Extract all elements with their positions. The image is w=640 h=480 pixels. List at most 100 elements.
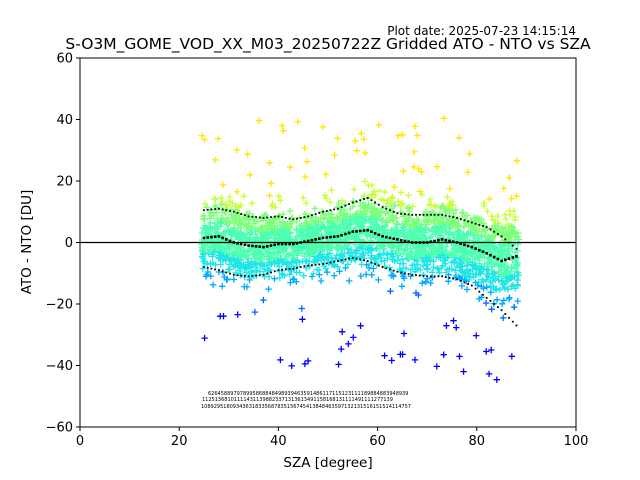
scatter-point bbox=[411, 148, 418, 156]
scatter-point bbox=[333, 214, 341, 221]
std-upper-marker bbox=[463, 219, 466, 222]
std-lower-marker bbox=[437, 275, 440, 278]
scatter-point bbox=[413, 224, 420, 231]
scatter-point bbox=[356, 210, 364, 217]
scatter-point bbox=[490, 245, 497, 252]
scatter-point bbox=[407, 223, 415, 230]
std-lower-marker bbox=[470, 284, 473, 287]
scatter-point bbox=[442, 269, 450, 276]
scatter-point bbox=[361, 238, 368, 245]
scatter-point bbox=[381, 257, 388, 264]
scatter-point bbox=[427, 233, 435, 240]
count-row-3: 1089295180934363183356878351567454138484… bbox=[201, 404, 411, 410]
scatter-point bbox=[391, 201, 398, 209]
scatter-point bbox=[297, 226, 304, 233]
scatter-point bbox=[502, 215, 509, 223]
std-upper-marker bbox=[225, 209, 228, 212]
mean-marker bbox=[444, 238, 448, 242]
scatter-point bbox=[426, 216, 433, 223]
scatter-point bbox=[311, 205, 318, 212]
scatter-point bbox=[302, 258, 309, 265]
std-upper-marker bbox=[470, 221, 473, 224]
scatter-point bbox=[320, 255, 327, 262]
scatter-point bbox=[514, 297, 521, 305]
scatter-point bbox=[219, 283, 226, 290]
scatter-point bbox=[410, 240, 418, 248]
scatter-point bbox=[488, 224, 495, 232]
std-upper-marker bbox=[292, 218, 295, 221]
scatter-point bbox=[433, 226, 440, 233]
scatter-point bbox=[358, 217, 366, 224]
scatter-point bbox=[344, 261, 351, 268]
scatter-point bbox=[322, 265, 329, 272]
y-tick-label: −60 bbox=[46, 421, 73, 436]
scatter-point bbox=[503, 269, 510, 276]
scatter-point bbox=[252, 268, 260, 276]
scatter-point bbox=[491, 285, 499, 292]
scatter-point bbox=[380, 216, 387, 224]
scatter-point bbox=[234, 227, 241, 235]
scatter-point bbox=[452, 267, 459, 274]
scatter-point bbox=[466, 150, 473, 157]
scatter-point bbox=[322, 211, 329, 219]
mean-marker bbox=[306, 239, 310, 243]
scatter-point bbox=[287, 259, 295, 266]
scatter-point bbox=[303, 219, 310, 226]
mean-marker bbox=[422, 241, 425, 244]
scatter-point bbox=[471, 255, 478, 263]
scatter-point bbox=[314, 225, 322, 232]
std-upper-marker bbox=[515, 247, 518, 250]
scatter-point bbox=[381, 188, 389, 196]
scatter-point bbox=[218, 194, 225, 201]
scatter-point bbox=[288, 218, 296, 225]
mean-marker bbox=[433, 239, 436, 243]
scatter-point bbox=[434, 163, 441, 170]
scatter-point bbox=[264, 232, 271, 239]
scatter-point bbox=[398, 283, 406, 290]
scatter-point bbox=[381, 352, 388, 359]
scatter-point bbox=[334, 135, 341, 142]
mean-marker bbox=[481, 250, 485, 253]
std-lower-marker bbox=[474, 287, 477, 290]
scatter-point bbox=[244, 259, 252, 266]
scatter-point bbox=[213, 204, 220, 211]
scatter-point bbox=[454, 246, 461, 254]
scatter-point bbox=[391, 224, 399, 232]
scatter-point bbox=[452, 274, 459, 281]
scatter-point bbox=[375, 121, 382, 129]
std-lower-marker bbox=[203, 266, 205, 268]
scatter-point bbox=[514, 247, 521, 255]
scatter-point bbox=[265, 286, 272, 293]
std-lower-marker bbox=[221, 270, 224, 273]
scatter-point bbox=[396, 266, 403, 273]
scatter-point bbox=[225, 227, 232, 235]
std-lower-marker bbox=[296, 267, 298, 269]
scatter-point bbox=[368, 212, 375, 220]
scatter-point bbox=[220, 229, 227, 237]
scatter-point bbox=[286, 224, 293, 231]
std-upper-marker bbox=[355, 200, 358, 203]
mean-marker bbox=[210, 235, 213, 239]
std-upper-marker bbox=[381, 206, 384, 208]
x-tick-label: 20 bbox=[171, 434, 188, 449]
scatter-point bbox=[367, 223, 374, 230]
scatter-point bbox=[276, 263, 283, 270]
scatter-point bbox=[347, 246, 355, 254]
std-lower-marker bbox=[236, 274, 239, 277]
std-lower-marker bbox=[381, 266, 384, 268]
scatter-point bbox=[271, 260, 278, 268]
mean-marker bbox=[440, 238, 444, 241]
std-upper-marker bbox=[366, 197, 369, 199]
std-upper-marker bbox=[426, 213, 429, 216]
scatter-point bbox=[317, 277, 325, 285]
mean-marker bbox=[466, 244, 470, 248]
scatter-point bbox=[410, 163, 418, 170]
std-upper-marker bbox=[407, 213, 410, 216]
std-lower-marker bbox=[500, 309, 503, 312]
scatter-point bbox=[451, 223, 459, 230]
scatter-point bbox=[429, 274, 436, 281]
scatter-point bbox=[372, 255, 379, 262]
scatter-point bbox=[469, 262, 476, 269]
scatter-point bbox=[393, 247, 400, 254]
